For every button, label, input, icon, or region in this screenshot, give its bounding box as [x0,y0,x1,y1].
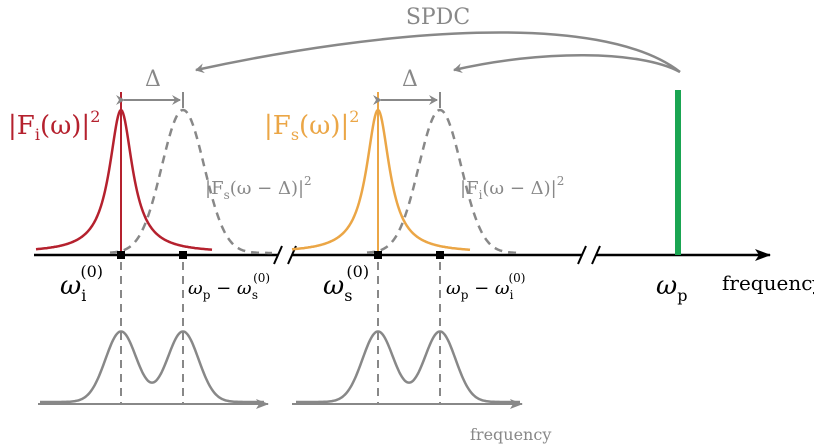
tick-omega-p-minus-i0 [436,251,444,259]
signal-spectrum-label: |Fs(ω)|2 [264,107,359,144]
omega-p-minus-i0-label: ωp − ωi(0) [446,271,525,302]
frequency-bottom-label: frequency [470,425,551,444]
spdc-arrow-to-idler [195,31,681,74]
frequency-axis-label: frequency [722,271,814,295]
shifted-idler-curve [366,108,522,255]
spdc-arrow-to-signal [453,54,681,74]
tick-omega-i0 [117,251,125,259]
axis-break-1a [273,245,283,265]
idler-spectrum-label: |Fi(ω)|2 [8,107,100,144]
omega-p-minus-s0-label: ωp − ωis(0) [188,271,270,302]
omega-i0-label: ωi(0) [60,262,103,305]
delta-label-idler: Δ [145,67,161,92]
bottom-double-peak-2 [296,330,520,404]
bottom-double-peak-1 [40,330,264,404]
idler-spectrum-curve [35,108,213,251]
omega-s0-label: ωs(0) [323,262,369,305]
shifted-signal-curve [109,108,272,255]
tick-omega-s0 [374,251,382,259]
axis-break-2a [577,245,587,265]
delta-label-signal: Δ [402,67,418,92]
axis-break-2b [591,245,601,265]
signal-spectrum-curve [291,108,471,252]
spdc-title: SPDC [406,5,470,30]
omega-p-label: ωp [656,271,687,305]
shifted-signal-label: |Fs(ω − Δ)|2 [205,174,312,202]
tick-omega-p-minus-s0 [179,251,187,259]
shifted-idler-label: |Fi(ω − Δ)|2 [460,174,564,202]
